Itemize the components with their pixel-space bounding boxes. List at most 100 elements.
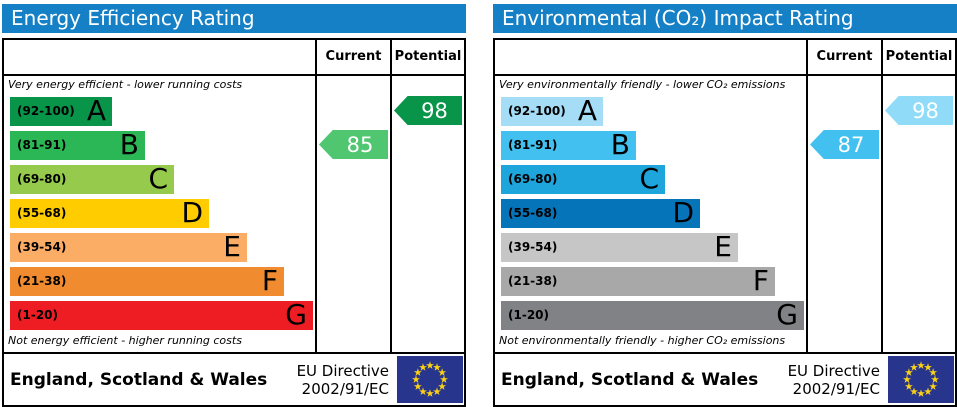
- band-row-f: (21-38) F: [10, 264, 315, 298]
- band-e: (39-54) E: [10, 230, 247, 263]
- band-f: (21-38) F: [501, 264, 775, 297]
- current-rating-value: 85: [346, 132, 374, 157]
- potential-column-header: Potential: [390, 40, 464, 74]
- empty-header-cell: [495, 40, 806, 74]
- footer-row: England, Scotland & Wales EU Directive 2…: [4, 352, 464, 405]
- band-a: (92-100) A: [501, 94, 603, 127]
- band-letter: F: [752, 264, 769, 297]
- band-letter: C: [639, 162, 659, 195]
- band-row-f: (21-38) F: [501, 264, 806, 298]
- band-row-d: (55-68) D: [10, 196, 315, 230]
- band-range: (69-80): [17, 172, 67, 186]
- eu-flag-icon: [888, 356, 954, 403]
- current-column: 87: [806, 76, 881, 352]
- potential-column: 98: [881, 76, 955, 352]
- potential-rating-arrow: 98: [885, 96, 953, 125]
- chart-body: Very environmentally friendly - lower CO…: [495, 76, 955, 352]
- eu-flag-icon: [397, 356, 463, 403]
- potential-column: 98: [390, 76, 464, 352]
- band-row-b: (81-91) B: [501, 128, 806, 162]
- band-letter: C: [148, 162, 168, 195]
- band-letter: D: [181, 196, 203, 229]
- top-note: Very environmentally friendly - lower CO…: [499, 78, 786, 91]
- rating-bands: (92-100) A (81-91) B (69: [4, 94, 315, 332]
- current-column: 85: [315, 76, 390, 352]
- environmental-impact-title: Environmental (CO₂) Impact Rating: [493, 4, 957, 33]
- band-range: (21-38): [17, 274, 67, 288]
- rating-bands-area: Very energy efficient - lower running co…: [4, 76, 315, 352]
- eu-directive-line1: EU Directive: [296, 361, 389, 380]
- band-range: (55-68): [17, 206, 67, 220]
- eu-directive-label: EU Directive 2002/91/EC: [788, 362, 880, 398]
- top-note: Very energy efficient - lower running co…: [8, 78, 243, 91]
- current-rating-arrow: 87: [810, 130, 879, 159]
- band-letter: F: [261, 264, 278, 297]
- current-rating-arrow: 85: [319, 130, 388, 159]
- column-header-row: Current Potential: [495, 40, 955, 76]
- eu-directive-line2: 2002/91/EC: [792, 379, 880, 398]
- band-b: (81-91) B: [10, 128, 145, 161]
- band-letter: G: [776, 298, 798, 331]
- band-row-e: (39-54) E: [501, 230, 806, 264]
- band-d: (55-68) D: [10, 196, 209, 229]
- band-range: (92-100): [17, 104, 75, 118]
- potential-rating-value: 98: [912, 98, 939, 123]
- band-e: (39-54) E: [501, 230, 738, 263]
- band-c: (69-80) C: [501, 162, 665, 195]
- band-letter: B: [610, 128, 630, 161]
- band-letter: D: [672, 196, 694, 229]
- potential-column-header: Potential: [881, 40, 955, 74]
- chart-body: Very energy efficient - lower running co…: [4, 76, 464, 352]
- band-row-a: (92-100) A: [10, 94, 315, 128]
- band-letter: G: [285, 298, 307, 331]
- band-row-b: (81-91) B: [10, 128, 315, 162]
- empty-header-cell: [4, 40, 315, 74]
- eu-directive-line2: 2002/91/EC: [301, 379, 389, 398]
- band-f: (21-38) F: [10, 264, 284, 297]
- band-row-c: (69-80) C: [10, 162, 315, 196]
- region-label: England, Scotland & Wales: [501, 369, 759, 390]
- band-row-c: (69-80) C: [501, 162, 806, 196]
- band-row-g: (1-20) G: [10, 298, 315, 332]
- band-range: (21-38): [508, 274, 558, 288]
- rating-bands-area: Very environmentally friendly - lower CO…: [495, 76, 806, 352]
- rating-bands: (92-100) A (81-91) B (69: [495, 94, 806, 332]
- band-b: (81-91) B: [501, 128, 636, 161]
- energy-efficiency-title: Energy Efficiency Rating: [2, 4, 466, 33]
- potential-rating-value: 98: [421, 98, 448, 123]
- band-range: (81-91): [508, 138, 558, 152]
- band-range: (69-80): [508, 172, 558, 186]
- band-letter: B: [119, 128, 139, 161]
- region-label: England, Scotland & Wales: [10, 369, 268, 390]
- band-range: (39-54): [17, 240, 67, 254]
- band-letter: A: [577, 94, 597, 127]
- eu-directive-line1: EU Directive: [787, 361, 880, 380]
- band-d: (55-68) D: [501, 196, 700, 229]
- band-row-d: (55-68) D: [501, 196, 806, 230]
- band-range: (92-100): [508, 104, 566, 118]
- band-letter: E: [223, 230, 241, 263]
- footer-row: England, Scotland & Wales EU Directive 2…: [495, 352, 955, 405]
- band-range: (81-91): [17, 138, 67, 152]
- band-row-a: (92-100) A: [501, 94, 806, 128]
- band-range: (55-68): [508, 206, 558, 220]
- potential-rating-arrow: 98: [394, 96, 462, 125]
- current-rating-value: 87: [837, 132, 865, 157]
- band-range: (1-20): [17, 308, 58, 322]
- band-range: (39-54): [508, 240, 558, 254]
- column-header-row: Current Potential: [4, 40, 464, 76]
- band-row-g: (1-20) G: [501, 298, 806, 332]
- band-range: (1-20): [508, 308, 549, 322]
- current-column-header: Current: [315, 40, 390, 74]
- current-column-header: Current: [806, 40, 881, 74]
- band-c: (69-80) C: [10, 162, 174, 195]
- band-letter: E: [714, 230, 732, 263]
- band-row-e: (39-54) E: [10, 230, 315, 264]
- environmental-impact-table: Current Potential Very environmentally f…: [493, 38, 957, 407]
- eu-directive-label: EU Directive 2002/91/EC: [297, 362, 389, 398]
- bottom-note: Not energy efficient - higher running co…: [8, 334, 242, 347]
- environmental-impact-panel: Environmental (CO₂) Impact Rating Curren…: [493, 4, 957, 407]
- band-letter: A: [86, 94, 106, 127]
- energy-efficiency-panel: Energy Efficiency Rating Current Potenti…: [2, 4, 466, 407]
- bottom-note: Not environmentally friendly - higher CO…: [499, 334, 786, 347]
